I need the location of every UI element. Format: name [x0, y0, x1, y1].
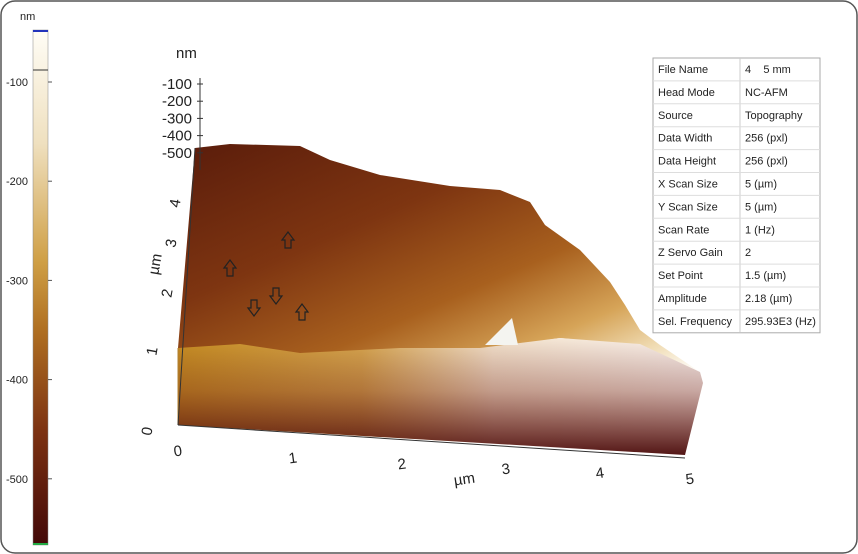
table-key: Data Width — [658, 133, 712, 145]
z-label: -500 — [162, 145, 192, 162]
table-key: Z Servo Gain — [658, 247, 723, 259]
arrows — [222, 231, 310, 321]
x-label: 2 — [397, 456, 408, 474]
table-value: 1.5 (µm) — [745, 270, 786, 282]
y-label: 1 — [143, 346, 161, 357]
table-key: Set Point — [658, 270, 703, 282]
table-key: Head Mode — [658, 87, 715, 99]
table-key: File Name — [658, 64, 708, 76]
surface-top — [178, 144, 700, 372]
x-label: 5 — [685, 471, 696, 489]
x-label: 4 — [595, 465, 606, 483]
table-key: Sel. Frequency — [658, 316, 732, 328]
x-label: 3 — [501, 461, 512, 479]
table-key: X Scan Size — [658, 179, 718, 191]
colorbar-label: -200 — [6, 176, 28, 188]
z-label: -100 — [162, 76, 192, 93]
x-labels: 0 1 2 3 4 5 — [173, 443, 696, 489]
colorbar — [32, 29, 49, 546]
table-value: 256 (pxl) — [745, 133, 788, 145]
peak — [485, 318, 518, 345]
z-unit: nm — [176, 45, 197, 62]
table-value: 2.18 (µm) — [745, 293, 792, 305]
surface-front-shade — [178, 338, 703, 455]
table-key: Amplitude — [658, 293, 707, 305]
table-key: Scan Rate — [658, 224, 709, 236]
z-label: -400 — [162, 128, 192, 145]
table-value: 1 (Hz) — [745, 224, 775, 236]
x-label: 1 — [288, 450, 299, 468]
y-label: 3 — [162, 238, 180, 249]
colorbar-label: -100 — [6, 77, 28, 89]
table-value: 4 5 mm — [745, 64, 791, 76]
table-key: Source — [658, 110, 693, 122]
table-key: Data Height — [658, 156, 716, 168]
colorbar-label: -400 — [6, 375, 28, 387]
x-axis — [177, 424, 686, 459]
table-value: 5 (µm) — [745, 201, 777, 213]
y-label: 0 — [138, 426, 156, 437]
y-labels: 0 1 2 3 4 — [138, 198, 184, 437]
table-value: 2 — [745, 247, 751, 259]
table-value: Topography — [745, 110, 803, 122]
table-key: Y Scan Size — [658, 201, 718, 213]
table-value: 5 (µm) — [745, 179, 777, 191]
z-labels: -100-200-300-400-500 — [162, 76, 203, 162]
x-unit: µm — [453, 470, 476, 490]
x-label: 0 — [173, 443, 184, 461]
colorbar-labels: -100 -200 -300 -400 -500 — [6, 77, 52, 486]
y-axis — [177, 147, 196, 426]
colorbar-label: -300 — [6, 275, 28, 287]
y-unit: µm — [145, 252, 165, 276]
table-value: 256 (pxl) — [745, 156, 788, 168]
z-label: -200 — [162, 93, 192, 110]
table-value: 295.93E3 (Hz) — [745, 316, 816, 328]
y-label: 2 — [158, 288, 176, 299]
info-table: File Name 4 5 mm Head Mode NC-AFM Source Topo… — [652, 57, 821, 334]
y-label: 4 — [166, 198, 184, 209]
z-label: -300 — [162, 110, 192, 127]
colorbar-unit: nm — [20, 11, 35, 23]
table-value: NC-AFM — [745, 87, 788, 99]
colorbar-label: -500 — [6, 474, 28, 486]
